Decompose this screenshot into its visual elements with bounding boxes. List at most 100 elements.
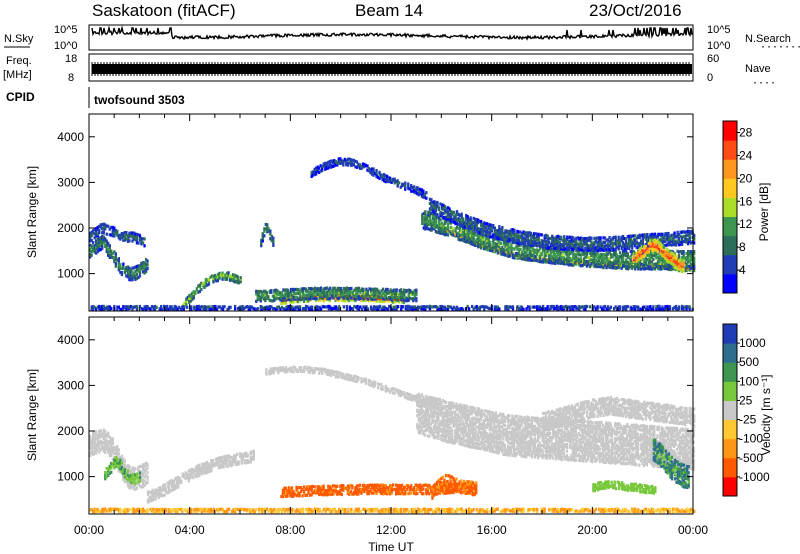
heatmap-cell <box>357 297 361 301</box>
heatmap-cell <box>431 221 435 225</box>
heatmap-cell <box>131 278 134 282</box>
heatmap-cell <box>469 230 472 235</box>
heatmap-cell <box>395 307 398 311</box>
heatmap-cell <box>682 252 685 256</box>
heatmap-cell <box>92 438 95 442</box>
heatmap-cell <box>631 265 634 269</box>
heatmap-cell <box>135 481 139 485</box>
heatmap-cell <box>582 259 586 263</box>
heatmap-cell <box>154 492 157 496</box>
heatmap-cell <box>356 304 359 309</box>
heatmap-cell <box>674 254 678 259</box>
heatmap-cell <box>131 233 134 237</box>
heatmap-cell <box>558 235 561 239</box>
heatmap-cell <box>606 242 610 246</box>
heatmap-cell <box>216 278 220 283</box>
heatmap-cell <box>365 295 368 299</box>
heatmap-cell <box>191 295 194 299</box>
heatmap-cell <box>422 219 426 223</box>
heatmap-cell <box>185 299 188 303</box>
heatmap-cell <box>264 222 268 227</box>
heatmap-cell <box>296 299 300 304</box>
heatmap-cell <box>463 239 466 243</box>
heatmap-cell <box>92 244 95 248</box>
heatmap-cell <box>664 305 667 309</box>
heatmap-cell <box>123 231 127 235</box>
heatmap-cell <box>661 258 664 262</box>
heatmap-cell <box>437 224 441 228</box>
heatmap-cell <box>311 287 314 291</box>
heatmap-cell <box>452 218 456 222</box>
heatmap-cell <box>483 307 486 311</box>
heatmap-cell <box>152 494 156 498</box>
heatmap-cell <box>676 249 679 253</box>
heatmap-cell <box>289 306 293 310</box>
heatmap-cell <box>516 237 519 241</box>
heatmap-cell <box>143 305 146 309</box>
heatmap-cell <box>207 278 211 282</box>
heatmap-cell <box>505 229 509 233</box>
heatmap-cell <box>214 307 217 311</box>
heatmap-cell <box>606 257 610 261</box>
heatmap-cell <box>225 277 229 281</box>
heatmap-cell <box>478 227 481 231</box>
heatmap-cell <box>505 239 509 243</box>
heatmap-cell <box>486 239 489 243</box>
heatmap-cell <box>101 246 104 250</box>
heatmap-cell <box>611 236 614 240</box>
heatmap-cell <box>384 178 387 182</box>
heatmap-cell <box>564 238 567 242</box>
heatmap-cell <box>445 307 448 311</box>
heatmap-cell <box>531 254 534 258</box>
heatmap-cell <box>492 239 495 243</box>
heatmap-cell <box>534 236 537 240</box>
heatmap-cell <box>455 305 459 309</box>
heatmap-cell <box>122 305 125 309</box>
heatmap-cell <box>573 240 577 244</box>
heatmap-cell <box>468 307 471 311</box>
heatmap-cell <box>445 220 448 224</box>
heatmap-cell <box>437 207 441 212</box>
heatmap-cell <box>413 307 417 311</box>
heatmap-cell <box>649 305 652 309</box>
heatmap-cell <box>292 287 296 291</box>
heatmap-cell <box>546 249 549 253</box>
heatmap-cell <box>688 231 691 236</box>
heatmap-cell <box>457 231 460 235</box>
heatmap-cell <box>117 461 121 465</box>
heatmap-cell <box>89 453 92 458</box>
heatmap-cell <box>98 228 101 233</box>
heatmap-cell <box>637 245 640 250</box>
heatmap-cell <box>138 471 142 475</box>
velocity-heatmap <box>89 365 696 514</box>
heatmap-cell <box>579 257 583 261</box>
heatmap-cell <box>111 442 115 446</box>
heatmap-cell <box>282 288 285 292</box>
heatmap-cell <box>489 231 492 235</box>
heatmap-cell <box>292 292 296 296</box>
heatmap-cell <box>431 227 435 231</box>
heatmap-cell <box>531 305 534 309</box>
heatmap-cell <box>102 227 105 231</box>
heatmap-cell <box>558 259 561 264</box>
heatmap-cell <box>499 241 503 245</box>
heatmap-cell <box>575 259 578 263</box>
heatmap-cell <box>569 258 572 262</box>
heatmap-cell <box>623 262 626 266</box>
heatmap-cell <box>383 307 386 311</box>
heatmap-cell <box>603 244 607 248</box>
heatmap-cell <box>683 260 687 265</box>
heatmap-cell <box>377 305 380 309</box>
heatmap-cell <box>665 235 669 239</box>
heatmap-cell <box>226 307 229 311</box>
noise-sky-line <box>91 25 693 41</box>
heatmap-cell <box>440 227 444 232</box>
heatmap-cell <box>96 438 99 442</box>
heatmap-cell <box>531 243 534 248</box>
heatmap-cell <box>113 256 116 260</box>
heatmap-cell <box>554 255 557 259</box>
heatmap-cell <box>99 433 102 437</box>
heatmap-cell <box>693 256 696 260</box>
heatmap-cell <box>148 490 151 494</box>
heatmap-cell <box>489 225 492 229</box>
